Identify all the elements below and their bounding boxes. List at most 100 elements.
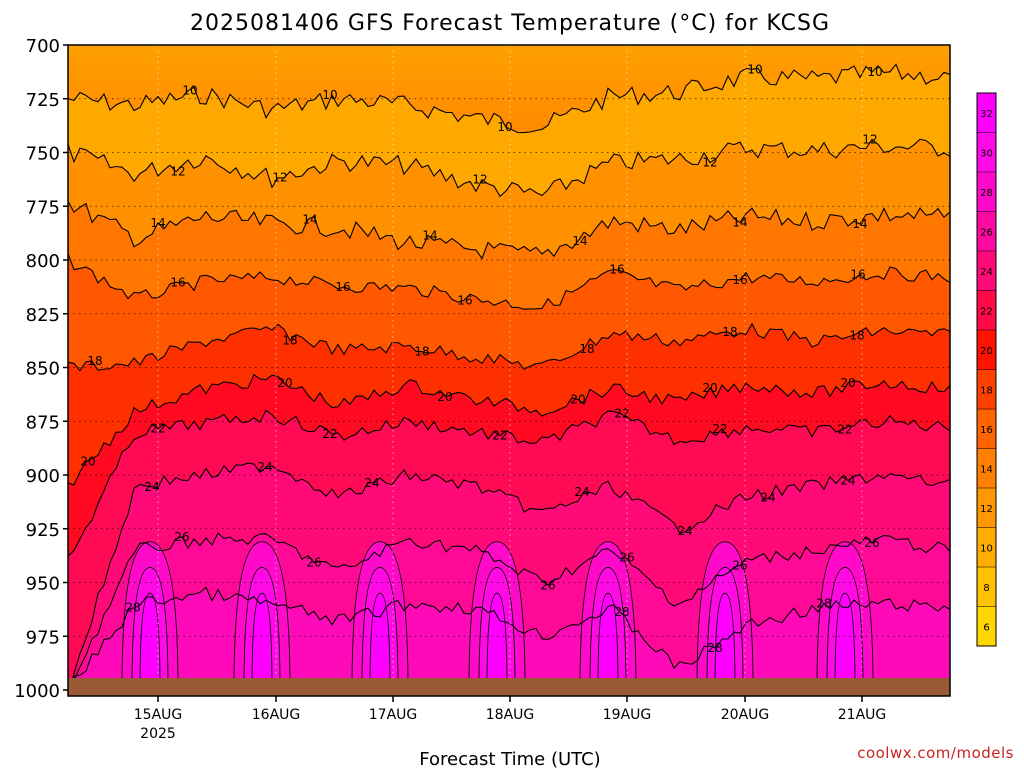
contour-label: 22 (837, 423, 852, 437)
y-tick-label: 725 (26, 90, 60, 111)
colorbar-tick-label: 10 (980, 543, 993, 554)
contour-label: 26 (619, 551, 634, 565)
terrain-surface (68, 678, 950, 696)
contour-label: 22 (322, 427, 337, 441)
contour-label: 10 (182, 84, 197, 98)
contour-14 (68, 200, 950, 260)
y-tick-label: 875 (26, 412, 60, 433)
chart-title: 2025081406 GFS Forecast Temperature (°C)… (190, 11, 830, 36)
contour-24 (68, 462, 950, 696)
colorbar: 6 8 10 12 14 16 18 20 22 24 26 28 30 32 (976, 92, 997, 647)
colorbar-tick-label: 6 (983, 622, 989, 633)
plot-frame (67, 44, 951, 697)
heat-max-contour (834, 592, 856, 691)
contour-label: 18 (579, 342, 594, 356)
contour-label: 22 (712, 422, 727, 436)
colorbar-tick-label: 8 (983, 583, 989, 594)
colorbar-segment (977, 606, 996, 647)
contour-label: 12 (272, 171, 287, 185)
colorbar-segment (977, 409, 996, 449)
contour-label: 24 (257, 460, 272, 474)
contour-26 (68, 532, 950, 695)
colorbar-tick-label: 20 (980, 346, 993, 357)
y-tick-label: 700 (26, 36, 60, 57)
contour-label: 14 (732, 216, 747, 230)
colorbar-tick-label: 24 (980, 267, 993, 278)
colorbar-segment (977, 93, 996, 133)
contour-label: 12 (702, 156, 717, 170)
colorbar-tick-label: 28 (980, 188, 993, 199)
heat-max-contour (139, 592, 161, 691)
contour-label: 28 (816, 596, 831, 610)
x-axis-title: Forecast Time (UTC) (419, 749, 600, 768)
y-tick-label: 825 (26, 305, 60, 326)
diurnal-heating-maxima (121, 541, 874, 691)
x-tick-label: 20AUG (721, 707, 770, 723)
contour-label: 18 (414, 345, 429, 359)
contour-label: 24 (144, 480, 159, 494)
contour-label: 16 (335, 280, 350, 294)
contour-label: 12 (472, 173, 487, 187)
x-tick-label: 18AUG (486, 707, 535, 723)
contour-label: 16 (732, 273, 747, 287)
contour-label: 22 (614, 406, 629, 420)
colorbar-tick-label: 14 (980, 464, 993, 475)
colorbar-segment (977, 172, 996, 212)
contour-label: 26 (306, 556, 321, 570)
y-tick-label: 1000 (14, 681, 60, 702)
colorbar-tick-label: 30 (980, 148, 993, 159)
contour-label: 28 (614, 605, 629, 619)
contour-label: 26 (732, 558, 747, 572)
contour-label: 20 (702, 381, 717, 395)
heat-max-contour (369, 592, 391, 691)
colorbar-segment (977, 132, 996, 173)
contour-28 (68, 586, 950, 692)
colorbar-tick-label: 18 (980, 385, 993, 396)
y-tick-label: 925 (26, 520, 60, 541)
contour-label: 24 (574, 485, 589, 499)
contour-12 (68, 138, 950, 198)
contour-label: 22 (492, 429, 507, 443)
contour-label: 14 (852, 217, 867, 231)
heat-max-contour (714, 592, 736, 691)
colorbar-segment (977, 211, 996, 252)
x-tick-label: 21AUG (838, 707, 887, 723)
contour-20 (68, 373, 950, 486)
contour-label: 18 (87, 354, 102, 368)
x-tick-label: 16AUG (252, 707, 301, 723)
y-tick-label: 975 (26, 627, 60, 648)
colorbar-segment (977, 488, 996, 528)
colorbar-segment (977, 527, 996, 568)
colorbar-segment (977, 567, 996, 607)
colorbar-segment (977, 290, 996, 331)
y-tick-label: 900 (26, 466, 60, 487)
contour-label: 14 (572, 234, 587, 248)
contour-label: 24 (840, 473, 855, 487)
contour-label: 28 (125, 601, 140, 615)
y-tick-label: 850 (26, 359, 60, 380)
y-tick-label: 800 (26, 251, 60, 272)
contour-label: 16 (170, 275, 185, 289)
credit-label: coolwx.com/models (857, 744, 1014, 762)
heat-max-contour (251, 592, 273, 691)
contour-label: 20 (277, 376, 292, 390)
contour-label: 20 (570, 393, 585, 407)
grid (68, 45, 950, 696)
contour-label: 12 (862, 132, 877, 146)
x-tick-label: 19AUG (603, 707, 652, 723)
contour-lines (68, 63, 950, 696)
contour-label: 16 (850, 267, 865, 281)
contour-label: 24 (364, 476, 379, 490)
colorbar-tick-label: 32 (980, 109, 993, 120)
contour-labels: 10 10 10 10 10 12 12 12 12 12 14 14 14 14 14 14 16 16 16 16… (80, 62, 882, 655)
contour-label: 12 (170, 165, 185, 179)
contour-label: 14 (422, 228, 437, 242)
contour-label: 14 (302, 212, 317, 226)
contour-label: 28 (707, 641, 722, 655)
contour-label: 10 (497, 120, 512, 134)
contour-label: 22 (150, 422, 165, 436)
heat-max-contour (486, 592, 508, 691)
y-tick-label: 950 (26, 574, 60, 595)
contour-label: 26 (174, 530, 189, 544)
